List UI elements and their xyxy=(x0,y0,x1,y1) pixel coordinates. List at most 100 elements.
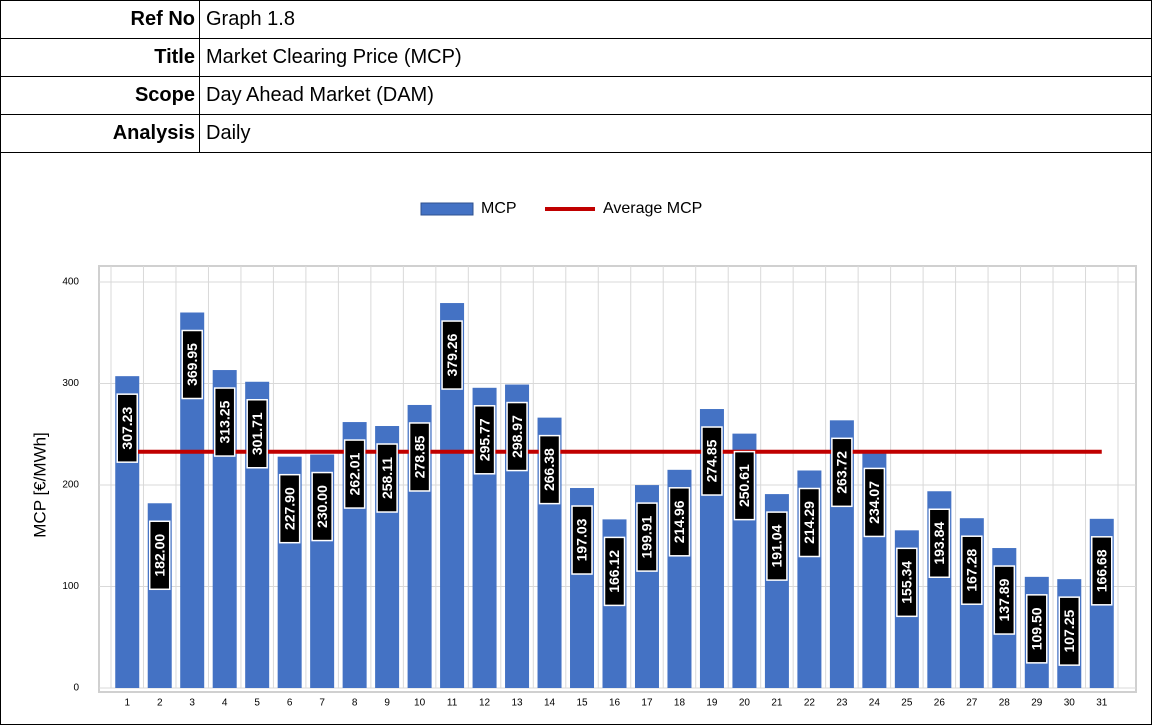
value-label: 234.07 xyxy=(863,467,886,538)
value-label-text: 369.95 xyxy=(184,343,200,386)
value-label: 313.25 xyxy=(213,387,236,457)
x-tick-label: 7 xyxy=(319,698,325,709)
value-label-box xyxy=(961,535,983,605)
value-label-text: 298.97 xyxy=(509,415,525,458)
value-label-box xyxy=(376,443,398,513)
x-tick-label: 1 xyxy=(124,698,130,709)
value-label-box xyxy=(343,439,366,509)
value-label-box xyxy=(408,422,431,492)
value-label-text: 295.77 xyxy=(476,418,492,461)
value-label-box xyxy=(668,487,691,557)
value-label-text: 263.72 xyxy=(834,451,850,494)
value-label-text: 107.25 xyxy=(1061,610,1077,653)
x-tick-label: 20 xyxy=(739,698,751,709)
value-label-text: 227.90 xyxy=(281,487,297,530)
value-label: 258.11 xyxy=(376,443,398,513)
y-tick-label: 200 xyxy=(62,480,79,491)
value-label: 263.72 xyxy=(831,437,853,508)
value-label: 182.00 xyxy=(148,520,171,591)
value-label-box xyxy=(896,547,918,618)
value-label-box xyxy=(311,471,333,542)
x-tick-label: 3 xyxy=(189,698,195,709)
x-tick-label: 31 xyxy=(1096,698,1108,709)
value-label-box xyxy=(603,536,626,607)
x-tick-label: 15 xyxy=(576,698,588,709)
x-tick-label: 21 xyxy=(771,698,783,709)
y-tick-label: 0 xyxy=(73,683,79,694)
value-label: 166.68 xyxy=(1091,536,1113,606)
value-label-box xyxy=(1058,596,1081,666)
x-tick-label: 5 xyxy=(254,698,260,709)
plot-frame xyxy=(98,265,1137,693)
value-label-box xyxy=(733,450,756,521)
value-label: 301.71 xyxy=(246,399,268,469)
value-label-text: 197.03 xyxy=(574,518,590,561)
header-row: Title Market Clearing Price (MCP) xyxy=(1,39,1151,77)
x-tick-label: 9 xyxy=(384,698,390,709)
x-tick-label: 16 xyxy=(609,698,621,709)
header-row: Ref No Graph 1.8 xyxy=(1,1,1151,39)
value-label-text: 155.34 xyxy=(899,561,915,604)
value-label-text: 166.68 xyxy=(1093,549,1109,592)
header-value: Graph 1.8 xyxy=(206,8,295,30)
header-key: Ref No xyxy=(1,1,200,38)
x-tick-label: 13 xyxy=(511,698,523,709)
value-label-box xyxy=(441,320,463,390)
value-label: 307.23 xyxy=(116,393,138,463)
value-label-box xyxy=(636,502,658,572)
value-label-text: 234.07 xyxy=(866,481,882,524)
value-label-text: 167.28 xyxy=(964,549,980,592)
y-tick-label: 300 xyxy=(62,378,79,389)
value-label-box xyxy=(538,434,561,505)
value-label-text: 214.29 xyxy=(801,501,817,544)
x-tick-label: 17 xyxy=(641,698,653,709)
value-label-text: 274.85 xyxy=(704,439,720,482)
value-label: 230.00 xyxy=(311,471,333,542)
value-label-box xyxy=(571,505,593,575)
header-row: Analysis Daily xyxy=(1,115,1151,153)
value-label-text: 109.50 xyxy=(1028,607,1044,650)
x-tick-label: 28 xyxy=(999,698,1011,709)
value-label-box xyxy=(993,565,1016,635)
value-label-text: 230.00 xyxy=(314,485,330,528)
value-label-box xyxy=(213,387,236,457)
value-label-box xyxy=(506,401,528,472)
header-row: Scope Day Ahead Market (DAM) xyxy=(1,77,1151,115)
value-label-box xyxy=(831,437,853,508)
value-label-box xyxy=(766,511,788,581)
value-label-text: 313.25 xyxy=(216,400,232,443)
x-tick-label: 27 xyxy=(966,698,978,709)
value-label: 193.84 xyxy=(928,508,951,579)
value-label: 137.89 xyxy=(993,565,1016,635)
value-label: 278.85 xyxy=(408,422,431,492)
value-label-box xyxy=(181,329,203,400)
value-label-text: 278.85 xyxy=(411,435,427,478)
value-label-text: 137.89 xyxy=(996,578,1012,621)
value-label-box xyxy=(1026,594,1048,664)
value-label: 167.28 xyxy=(961,535,983,605)
value-label: 379.26 xyxy=(441,320,463,390)
legend-swatch xyxy=(420,202,474,216)
x-tick-label: 11 xyxy=(447,698,458,709)
value-label-box xyxy=(473,405,496,475)
value-label-text: 214.96 xyxy=(671,500,687,543)
value-label-text: 193.84 xyxy=(931,522,947,565)
value-label-box xyxy=(116,393,138,463)
value-label: 298.97 xyxy=(506,401,528,472)
x-tick-label: 30 xyxy=(1064,698,1076,709)
x-tick-label: 18 xyxy=(674,698,686,709)
value-label: 155.34 xyxy=(896,547,918,618)
x-tick-label: 24 xyxy=(869,698,881,709)
value-label: 274.85 xyxy=(701,426,723,496)
value-label-text: 266.38 xyxy=(541,448,557,491)
value-label-box xyxy=(928,508,951,579)
y-tick-label: 400 xyxy=(62,277,79,288)
value-label: 214.96 xyxy=(668,487,691,557)
value-label-text: 262.01 xyxy=(346,452,362,495)
y-axis-title: MCP [€/MWh] xyxy=(30,432,49,537)
legend-label: Average MCP xyxy=(603,200,702,217)
value-label-text: 199.91 xyxy=(639,515,655,558)
x-tick-label: 12 xyxy=(479,698,491,709)
header-value: Daily xyxy=(206,122,251,144)
